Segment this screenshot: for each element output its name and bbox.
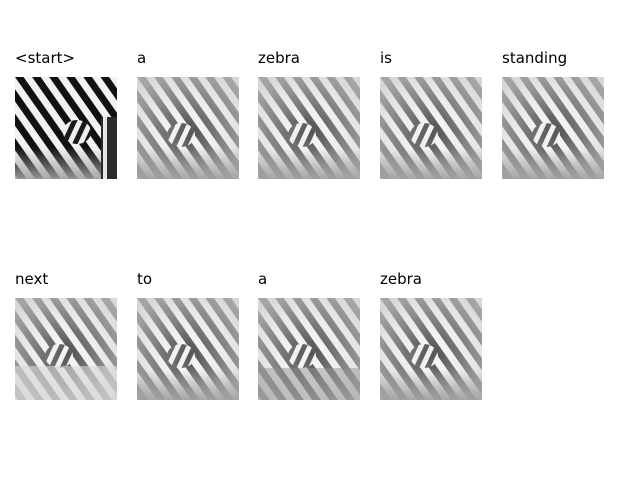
zebra-photo xyxy=(15,77,117,179)
caption-word: a xyxy=(137,49,147,67)
caption-word: standing xyxy=(502,49,568,67)
caption-word: a xyxy=(258,270,268,288)
attention-map xyxy=(15,298,117,400)
caption-word: to xyxy=(137,270,153,288)
attention-map xyxy=(380,298,482,400)
attention-map xyxy=(380,77,482,179)
caption-word: zebra xyxy=(258,49,300,67)
panel-zebra-2: zebra xyxy=(380,270,484,410)
panel-to: to xyxy=(137,270,241,410)
panel-next: next xyxy=(15,270,119,410)
caption-word: next xyxy=(15,270,49,288)
panel-start: <start> xyxy=(15,49,119,189)
panel-standing: standing xyxy=(502,49,606,189)
attention-map xyxy=(137,298,239,400)
caption-word: is xyxy=(380,49,392,67)
panel-is: is xyxy=(380,49,484,189)
attention-map xyxy=(137,77,239,179)
panel-a-1: a xyxy=(137,49,241,189)
caption-word: <start> xyxy=(15,49,76,67)
panel-a-2: a xyxy=(258,270,362,410)
attention-map xyxy=(258,298,360,400)
caption-word: zebra xyxy=(380,270,422,288)
attention-map xyxy=(502,77,604,179)
panel-zebra-1: zebra xyxy=(258,49,362,189)
attention-map xyxy=(258,77,360,179)
